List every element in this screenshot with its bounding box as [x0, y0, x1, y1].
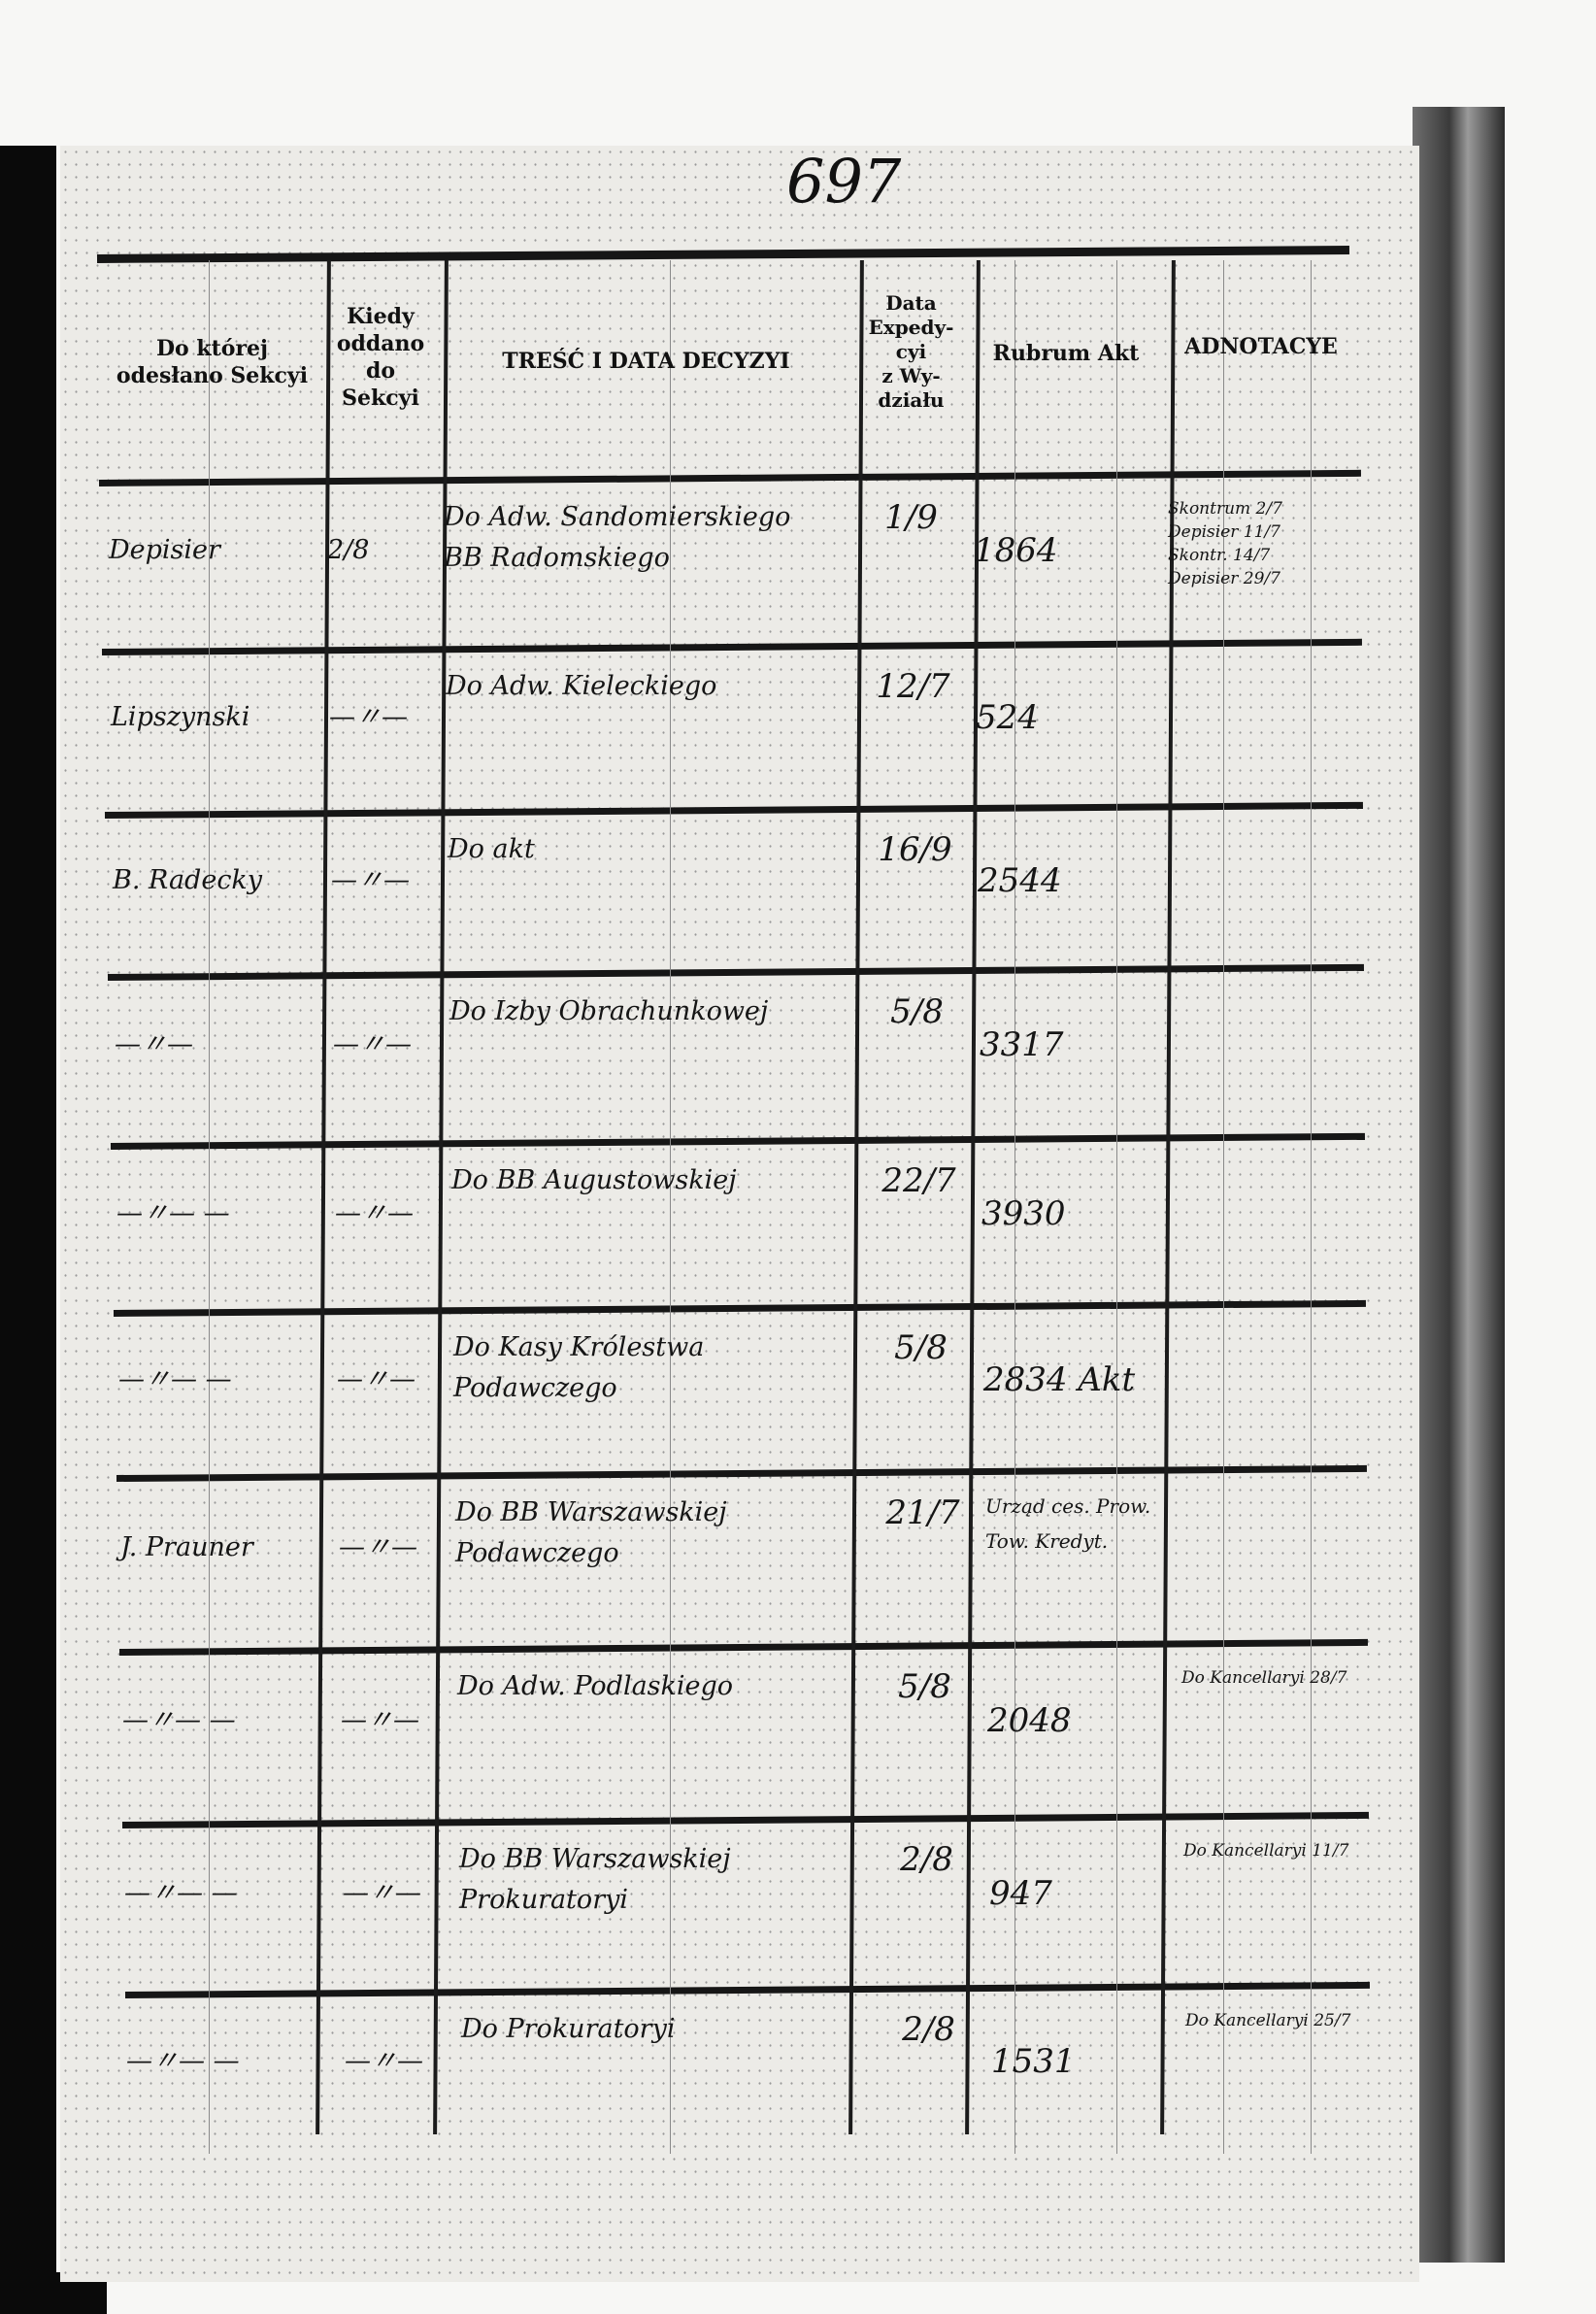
faint-rule — [1311, 260, 1312, 2154]
cell-rubrum: 3317 — [980, 1025, 1064, 1065]
cell-expedition: 5/8 — [890, 992, 944, 1031]
faint-rule — [1014, 260, 1015, 2154]
cell-expedition: 12/7 — [876, 667, 950, 706]
cell-content: Do BB Warszawskiej Prokuratoryi — [459, 1844, 731, 1915]
cell-rubrum: 1531 — [991, 2041, 1076, 2081]
cell-rubrum: 3930 — [981, 1193, 1066, 1233]
faint-rule — [209, 260, 210, 2154]
cell-content: Do akt — [448, 834, 535, 864]
cell-when: —〃— — [345, 2045, 423, 2076]
cell-content: Do Adw. Podlaskiego — [457, 1671, 734, 1701]
cell-section: —〃— — — [116, 1197, 230, 1228]
cell-content: Do Izby Obrachunkowej — [449, 996, 769, 1026]
cell-expedition: 5/8 — [898, 1667, 951, 1706]
cell-content: Do BB Warszawskiej Podawczego — [455, 1497, 727, 1568]
page-number: 697 — [786, 146, 902, 217]
cell-rubrum: 2048 — [987, 1701, 1072, 1741]
cell-rubrum: Urząd ces. Prow. Tow. Kredyt. — [985, 1494, 1151, 1553]
cell-when: —〃— — [335, 1197, 414, 1228]
cell-when: —〃— — [339, 1531, 417, 1562]
cell-expedition: 16/9 — [878, 830, 952, 869]
cell-section: J. Prauner — [120, 1531, 253, 1562]
cell-section: —〃— — — [126, 2045, 240, 2076]
scan-background-left — [0, 146, 56, 2314]
cell-annotations: Do Kancellaryi 25/7 — [1185, 2011, 1351, 2030]
cell-expedition: 2/8 — [900, 1840, 953, 1879]
cell-when: 2/8 — [327, 535, 370, 566]
cell-expedition: 21/7 — [885, 1493, 960, 1532]
book-page-edge — [1413, 107, 1505, 2263]
faint-rule — [1223, 260, 1224, 2154]
header-expedition: Data Expedy- cyi z Wy- działu — [868, 291, 954, 412]
faint-rule — [1116, 260, 1117, 2154]
cell-expedition: 2/8 — [902, 2010, 955, 2049]
cell-section: B. Radecky — [113, 865, 263, 896]
cell-content: Do Adw. Sandomierskiego BB Radomskiego — [444, 502, 791, 573]
cell-expedition: 22/7 — [881, 1161, 956, 1200]
cell-content: Do Kasy Królestwa Podawczego — [453, 1332, 705, 1403]
header-rubrum: Rubrum Akt — [992, 341, 1140, 366]
header-section: Do której odesłano Sekcyi — [116, 336, 309, 388]
cell-expedition: 5/8 — [894, 1328, 948, 1367]
cell-section: —〃— — — [118, 1364, 232, 1394]
cell-annotations: Do Kancellaryi 11/7 — [1183, 1841, 1349, 1861]
cell-rubrum: 2834 Akt — [983, 1360, 1136, 1399]
cell-section: —〃— — [115, 1029, 193, 1060]
header-when: Kiedy oddano do Sekcyi — [336, 304, 425, 411]
cell-content: Do Prokuratoryi — [461, 2014, 676, 2044]
faint-rule — [670, 260, 671, 2154]
cell-content: Do BB Augustowskiej — [451, 1165, 737, 1195]
cell-when: —〃— — [343, 1877, 421, 1908]
cell-content: Do Adw. Kieleckiego — [446, 671, 717, 701]
cell-expedition: 1/9 — [884, 498, 938, 537]
cell-when: —〃— — [329, 702, 408, 733]
cell-section: —〃— — — [122, 1705, 236, 1736]
cell-rubrum: 947 — [989, 1873, 1052, 1913]
cell-rubrum: 1864 — [974, 531, 1058, 571]
cell-rubrum: 2544 — [978, 861, 1062, 901]
cell-annotations: Skontrum 2/7 Depisier 11/7 Skontr. 14/7 … — [1168, 499, 1282, 588]
ledger-page — [60, 146, 1419, 2282]
header-content: TREŚĆ I DATA DECYZYI — [502, 349, 790, 374]
cell-section: Depisier — [109, 535, 220, 566]
cell-when: —〃— — [341, 1705, 419, 1736]
cell-section: Lipszynski — [111, 702, 250, 733]
cell-when: —〃— — [333, 1029, 412, 1060]
cell-rubrum: 524 — [976, 698, 1039, 738]
cell-annotations: Do Kancellaryi 28/7 — [1181, 1668, 1347, 1688]
cell-section: —〃— — — [124, 1877, 238, 1908]
cell-when: —〃— — [337, 1364, 416, 1394]
header-annotations: ADNOTACYE — [1184, 334, 1338, 359]
cell-when: —〃— — [331, 865, 410, 896]
